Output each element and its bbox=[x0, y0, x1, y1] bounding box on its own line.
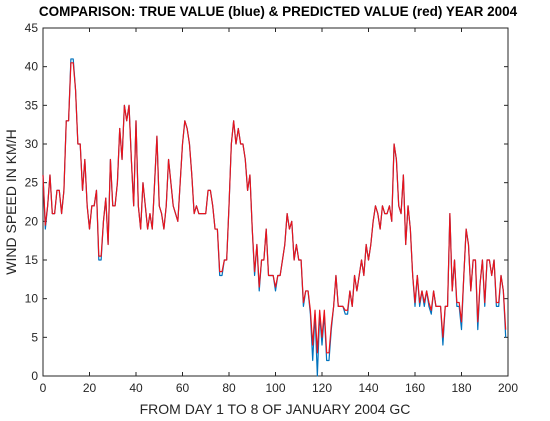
x-tick-label: 20 bbox=[83, 381, 97, 395]
x-tick-label: 140 bbox=[358, 381, 378, 395]
x-tick-label: 160 bbox=[405, 381, 425, 395]
y-tick-label: 35 bbox=[25, 98, 39, 112]
y-tick-label: 25 bbox=[25, 176, 39, 190]
x-tick-label: 80 bbox=[222, 381, 236, 395]
x-tick-label: 60 bbox=[176, 381, 190, 395]
y-tick-label: 0 bbox=[31, 369, 38, 383]
x-axis-label: FROM DAY 1 TO 8 OF JANUARY 2004 GC bbox=[140, 401, 411, 417]
y-tick-label: 45 bbox=[25, 21, 39, 35]
y-tick-label: 5 bbox=[31, 330, 38, 344]
x-tick-label: 180 bbox=[451, 381, 471, 395]
x-tick-label: 40 bbox=[129, 381, 143, 395]
y-tick-label: 30 bbox=[25, 137, 39, 151]
chart-title: COMPARISON: TRUE VALUE (blue) & PREDICTE… bbox=[39, 4, 518, 19]
y-tick-label: 10 bbox=[25, 292, 39, 306]
plot-area bbox=[42, 27, 509, 377]
y-tick-label: 20 bbox=[25, 214, 39, 228]
x-tick-label: 200 bbox=[498, 381, 518, 395]
line-series bbox=[42, 62, 507, 354]
y-axis-label: WIND SPEED IN KM/H bbox=[3, 129, 19, 274]
x-tick-label: 120 bbox=[312, 381, 332, 395]
y-tick-label: 40 bbox=[25, 60, 39, 74]
x-tick-label: 0 bbox=[40, 381, 47, 395]
y-tick-label: 15 bbox=[25, 253, 39, 267]
x-tick-label: 100 bbox=[265, 381, 285, 395]
